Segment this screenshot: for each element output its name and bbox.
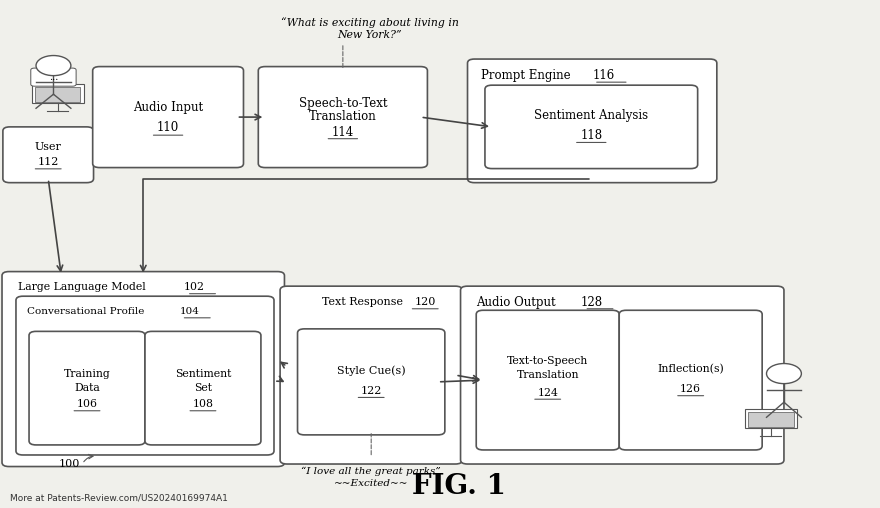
Text: Inflection(s): Inflection(s)	[657, 364, 724, 374]
Text: Training: Training	[63, 369, 110, 379]
FancyBboxPatch shape	[620, 310, 762, 450]
Text: FIG. 1: FIG. 1	[412, 472, 506, 500]
FancyBboxPatch shape	[35, 87, 80, 102]
Text: 110: 110	[157, 120, 180, 134]
Text: 104: 104	[180, 307, 200, 316]
Text: 124: 124	[538, 388, 558, 398]
Text: 102: 102	[183, 282, 204, 292]
Text: 112: 112	[38, 157, 59, 167]
FancyBboxPatch shape	[485, 85, 698, 169]
Text: 108: 108	[193, 399, 214, 409]
Circle shape	[766, 364, 802, 384]
Text: Style Cue(s): Style Cue(s)	[337, 366, 406, 376]
FancyBboxPatch shape	[744, 409, 797, 428]
Text: 114: 114	[332, 125, 354, 139]
Text: More at Patents-Review.com/US20240169974A1: More at Patents-Review.com/US20240169974…	[10, 493, 228, 502]
Text: 122: 122	[361, 386, 382, 396]
Circle shape	[36, 55, 71, 76]
Text: 116: 116	[592, 69, 614, 82]
Text: 106: 106	[77, 399, 98, 409]
FancyBboxPatch shape	[460, 286, 784, 464]
Text: Data: Data	[74, 383, 100, 393]
Text: Text Response: Text Response	[322, 297, 403, 307]
FancyBboxPatch shape	[92, 67, 244, 168]
Text: Large Language Model: Large Language Model	[18, 282, 145, 292]
Text: User: User	[35, 142, 62, 152]
Text: ~~Excited~~: ~~Excited~~	[334, 479, 408, 488]
FancyBboxPatch shape	[29, 331, 145, 445]
FancyBboxPatch shape	[280, 286, 462, 464]
FancyBboxPatch shape	[145, 331, 260, 445]
Text: Audio Input: Audio Input	[133, 101, 203, 113]
Text: Set: Set	[194, 383, 212, 393]
FancyBboxPatch shape	[16, 296, 274, 455]
Text: ...: ...	[48, 73, 58, 82]
Text: 126: 126	[680, 384, 701, 394]
Text: Translation: Translation	[517, 370, 579, 380]
Text: Audio Output: Audio Output	[476, 296, 556, 309]
Text: Sentiment: Sentiment	[175, 369, 231, 379]
FancyBboxPatch shape	[32, 84, 84, 103]
FancyBboxPatch shape	[467, 59, 717, 183]
FancyBboxPatch shape	[297, 329, 445, 435]
FancyBboxPatch shape	[31, 68, 76, 86]
FancyBboxPatch shape	[3, 127, 93, 183]
Text: New York?”: New York?”	[338, 30, 402, 41]
Text: Speech-to-Text: Speech-to-Text	[298, 97, 387, 110]
FancyBboxPatch shape	[2, 272, 284, 466]
Text: 100: 100	[58, 459, 80, 469]
Text: Text-to-Speech: Text-to-Speech	[507, 356, 589, 366]
Text: 128: 128	[581, 296, 603, 309]
FancyBboxPatch shape	[748, 412, 794, 427]
FancyBboxPatch shape	[259, 67, 428, 168]
Text: “I love all the great parks”: “I love all the great parks”	[301, 466, 441, 475]
FancyBboxPatch shape	[476, 310, 620, 450]
Text: Sentiment Analysis: Sentiment Analysis	[534, 109, 649, 122]
Text: “What is exciting about living in: “What is exciting about living in	[281, 17, 458, 28]
Text: 120: 120	[414, 297, 436, 307]
Text: 118: 118	[580, 130, 603, 142]
Text: Prompt Engine: Prompt Engine	[481, 69, 571, 82]
Text: Conversational Profile: Conversational Profile	[27, 307, 144, 316]
Text: Translation: Translation	[309, 110, 377, 122]
